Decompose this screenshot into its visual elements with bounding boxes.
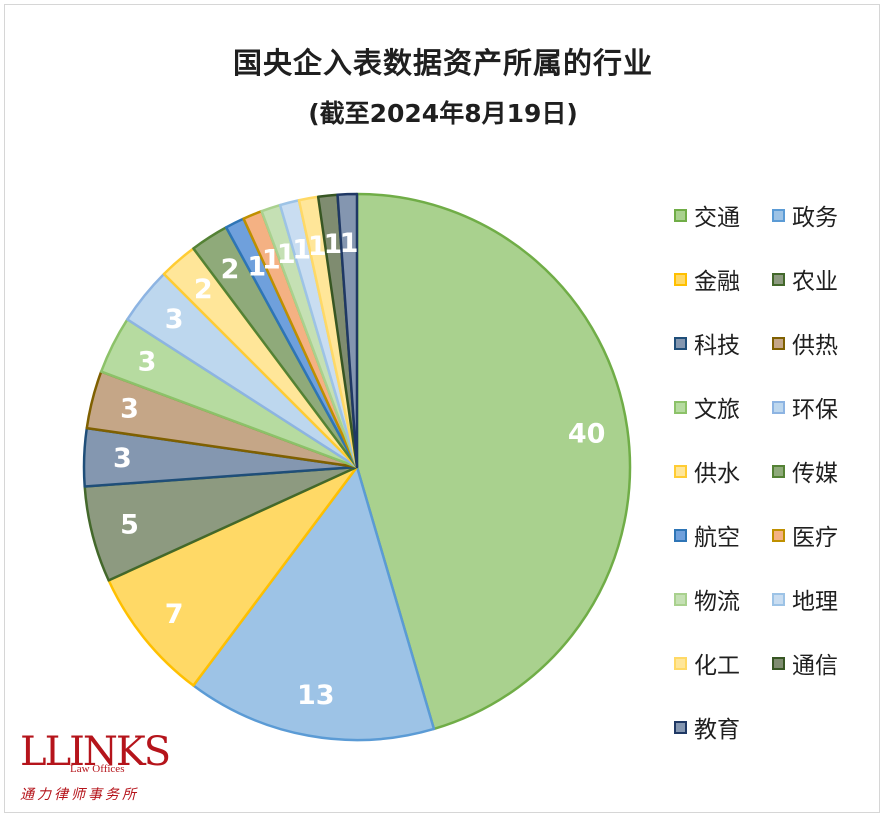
pie-slice-value-文旅: 3 [138, 346, 157, 377]
legend-label: 交通 [694, 205, 740, 231]
legend-label: 化工 [694, 653, 740, 679]
legend-label: 供水 [694, 461, 740, 487]
legend-item-传媒: 传媒 [772, 456, 838, 487]
legend-item-地理: 地理 [772, 584, 838, 615]
pie-slice-value-环保: 3 [165, 304, 184, 335]
legend-item-物流: 物流 [674, 584, 740, 615]
legend-item-供水: 供水 [674, 456, 740, 487]
legend-swatch [772, 272, 785, 286]
legend-swatch [674, 528, 687, 542]
legend-swatch [674, 208, 687, 222]
legend-item-化工: 化工 [674, 648, 740, 679]
legend-label: 科技 [694, 333, 740, 359]
legend-swatch [772, 336, 785, 350]
pie-slice-value-政务: 13 [297, 680, 335, 711]
legend-item-教育: 教育 [674, 712, 740, 743]
legend-swatch [674, 400, 687, 414]
legend-item-政务: 政务 [772, 200, 838, 231]
legend-item-文旅: 文旅 [674, 392, 740, 423]
legend-item-金融: 金融 [674, 264, 740, 295]
legend-label: 农业 [792, 269, 838, 295]
legend-swatch [772, 208, 785, 222]
legend-label: 地理 [792, 589, 838, 615]
legend-label: 航空 [694, 525, 740, 551]
pie-slice-value-农业: 5 [120, 510, 139, 541]
legend-swatch [674, 592, 687, 606]
logo-subtitle: Law Offices [70, 763, 125, 775]
pie-slice-value-供热: 3 [120, 393, 139, 424]
pie-slice-value-地理: 1 [292, 235, 311, 266]
legend-swatch [674, 656, 687, 670]
legend-swatch [772, 400, 785, 414]
legend-label: 政务 [792, 205, 838, 231]
legend-label: 环保 [792, 397, 838, 423]
logo-chinese-name: 通力律师事务所 [20, 787, 139, 803]
pie-slice-value-金融: 7 [165, 599, 184, 630]
pie-slice-金融 [107, 465, 359, 687]
pie-slice-value-传媒: 2 [221, 254, 240, 285]
legend-item-交通: 交通 [674, 200, 740, 231]
pie-slice-教育 [336, 192, 359, 469]
legend-label: 供热 [792, 333, 838, 359]
legend-label: 金融 [694, 269, 740, 295]
legend-label: 物流 [694, 589, 740, 615]
pie-slice-value-通信: 1 [324, 229, 343, 260]
legend-label: 医疗 [792, 525, 838, 551]
pie-slice-value-科技: 3 [113, 443, 132, 474]
legend-item-供热: 供热 [772, 328, 838, 359]
legend-label: 文旅 [694, 397, 740, 423]
pie-slice-value-化工: 1 [308, 231, 327, 262]
legend-swatch [772, 528, 785, 542]
logo-mark: LLINKS [20, 729, 171, 775]
legend-item-环保: 环保 [772, 392, 838, 423]
legend-item-航空: 航空 [674, 520, 740, 551]
pie-slice-交通 [355, 192, 632, 731]
legend-swatch [674, 336, 687, 350]
legend-label: 教育 [694, 717, 740, 743]
chart-subtitle: (截至2024年8月19日) [308, 99, 578, 128]
legend-item-科技: 科技 [674, 328, 740, 359]
legend-item-农业: 农业 [772, 264, 838, 295]
legend-swatch [674, 464, 687, 478]
legend-swatch [772, 592, 785, 606]
pie-slice-value-供水: 2 [194, 274, 213, 305]
firm-logo: LLINKS Law Offices 通力律师事务所 [20, 729, 171, 810]
legend-swatch [674, 272, 687, 286]
pie-slice-value-教育: 1 [340, 228, 359, 259]
pie-slice-value-物流: 1 [277, 239, 296, 270]
pie-slice-政务 [192, 465, 436, 742]
legend-label: 通信 [792, 653, 838, 679]
legend-swatch [674, 720, 687, 734]
legend-label: 传媒 [792, 461, 838, 487]
chart-title: 国央企入表数据资产所属的行业 [232, 46, 653, 80]
legend-item-医疗: 医疗 [772, 520, 838, 551]
legend-item-通信: 通信 [772, 648, 838, 679]
legend-swatch [772, 656, 785, 670]
pie-slice-value-交通: 40 [568, 418, 606, 449]
legend-swatch [772, 464, 785, 478]
